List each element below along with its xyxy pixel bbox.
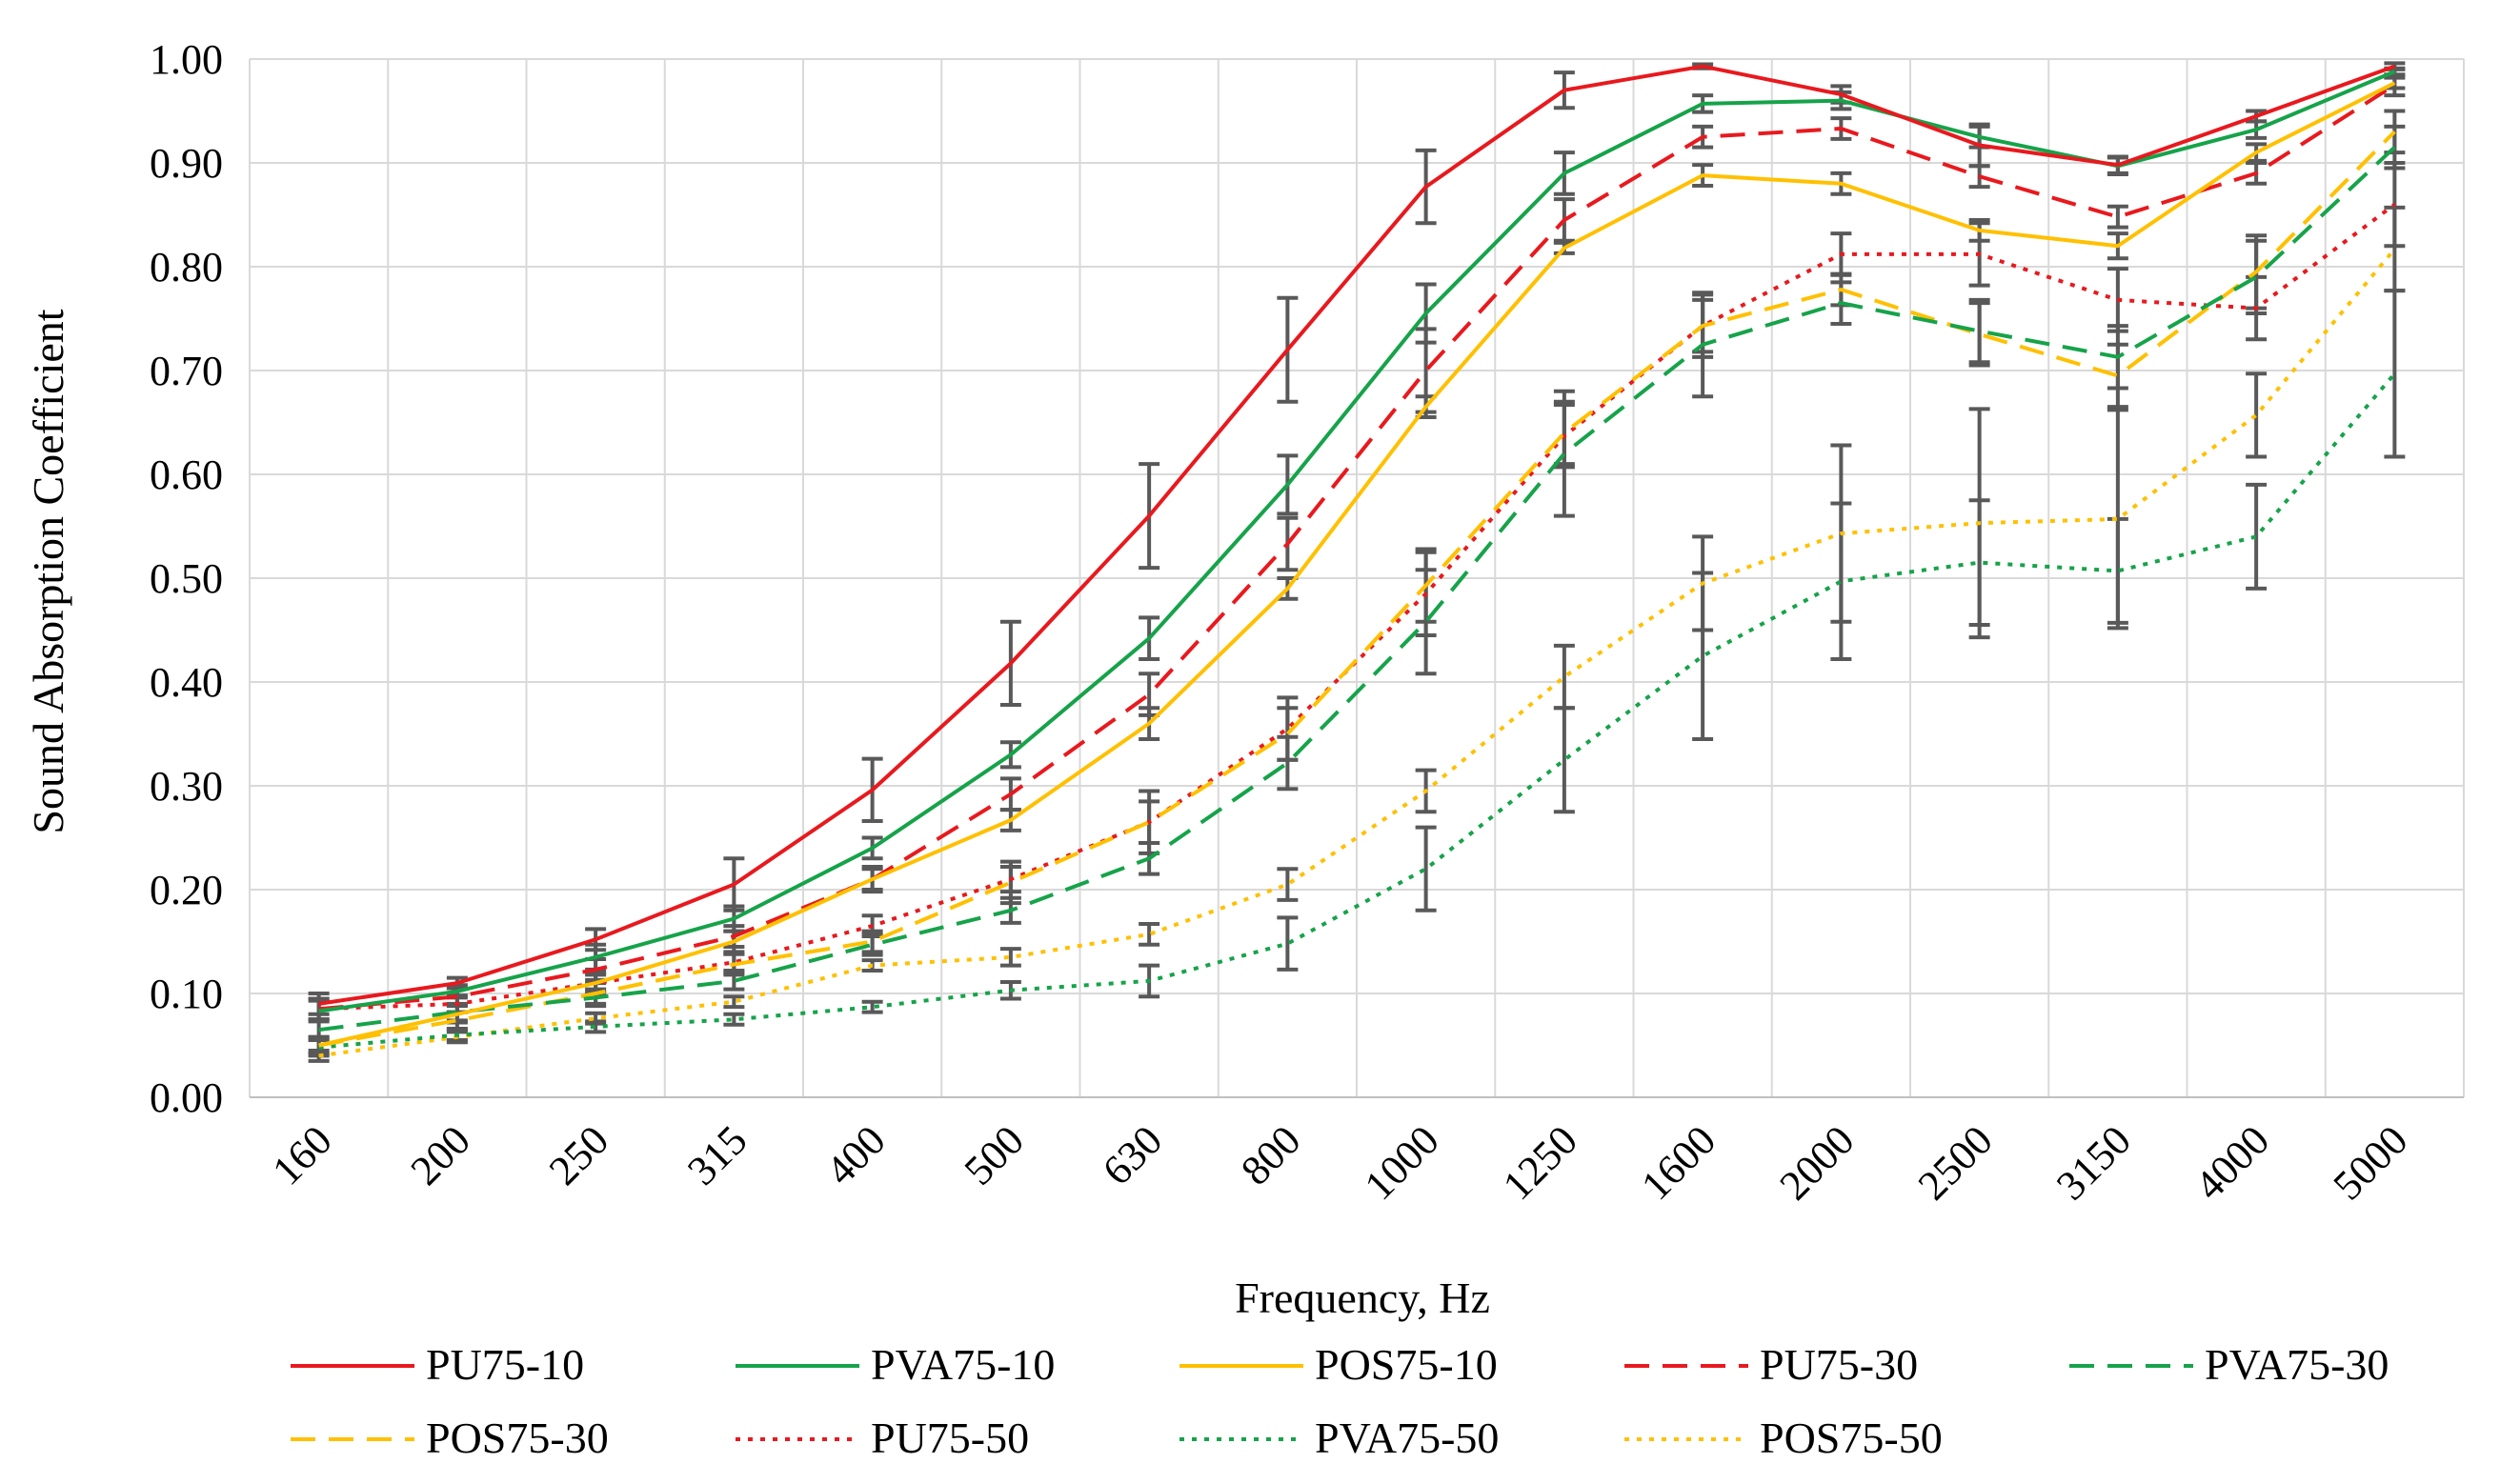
x-tick-label: 5000 bbox=[2325, 1116, 2417, 1209]
y-tick-label: 0.40 bbox=[150, 659, 223, 706]
y-tick-label: 0.50 bbox=[150, 555, 223, 602]
gridlines bbox=[249, 58, 2465, 1098]
x-tick-label: 315 bbox=[678, 1116, 756, 1193]
series-lines: POS75-50PVA75-50PU75-50POS75-30PVA75-30P… bbox=[318, 64, 2396, 1058]
legend-label: POS75-50 bbox=[1760, 1414, 1943, 1462]
series-line-pu75-50: PU75-50 bbox=[318, 203, 2396, 1012]
series-line-pos75-30: POS75-30 bbox=[318, 130, 2396, 1048]
legend-label: PVA75-30 bbox=[2205, 1340, 2389, 1389]
x-tick-label: 160 bbox=[263, 1116, 340, 1193]
x-tick-label: 1600 bbox=[1632, 1116, 1724, 1209]
y-tick-label: 0.20 bbox=[150, 867, 223, 913]
x-axis-label: Frequency, Hz bbox=[1235, 1273, 1490, 1322]
y-tick-label: 0.70 bbox=[150, 348, 223, 394]
y-tick-label: 0.90 bbox=[150, 140, 223, 187]
x-tick-label: 1000 bbox=[1356, 1116, 1448, 1209]
series-line-pos75-50: POS75-50 bbox=[318, 248, 2396, 1058]
series-line-pva75-50: PVA75-50 bbox=[318, 372, 2396, 1050]
legend-label: PU75-10 bbox=[426, 1340, 584, 1389]
y-tick-label: 1.00 bbox=[150, 36, 223, 83]
legend: PU75-10 PVA75-10 POS75-10 PU75-30 PVA75-30 PO… bbox=[291, 1340, 2389, 1462]
legend-label: PVA75-50 bbox=[1315, 1414, 1499, 1462]
y-tick-label: 0.60 bbox=[150, 451, 223, 498]
y-tick-label: 0.00 bbox=[150, 1074, 223, 1121]
y-tick-labels: 0.00 0.10 0.20 0.30 0.40 0.50 0.60 0.70 0.80 0.90… bbox=[150, 36, 223, 1121]
x-tick-label: 200 bbox=[402, 1116, 479, 1193]
x-tick-label: 3150 bbox=[2047, 1116, 2140, 1209]
legend-label: POS75-30 bbox=[426, 1414, 609, 1462]
legend-label: PVA75-10 bbox=[871, 1340, 1055, 1389]
y-axis-label: Sound Absorption Coefficient bbox=[24, 309, 72, 833]
legend-label: PU75-50 bbox=[871, 1414, 1029, 1462]
y-tick-label: 0.80 bbox=[150, 244, 223, 291]
x-tick-label: 630 bbox=[1094, 1116, 1171, 1193]
series-line-pu75-10: PU75-10 bbox=[318, 64, 2396, 1006]
x-tick-label: 1250 bbox=[1494, 1116, 1586, 1209]
legend-label: PU75-30 bbox=[1760, 1340, 1918, 1389]
x-tick-label: 2000 bbox=[1771, 1116, 1864, 1209]
x-tick-label: 500 bbox=[956, 1116, 1033, 1193]
series-line-pva75-10: PVA75-10 bbox=[318, 70, 2396, 1013]
x-tick-label: 4000 bbox=[2186, 1116, 2278, 1209]
series-line-pva75-30: PVA75-30 bbox=[318, 146, 2396, 1033]
y-tick-label: 0.10 bbox=[150, 971, 223, 1017]
x-tick-labels: 160 200 250 315 400 500 630 800 1000 1250 1600 2000… bbox=[263, 1116, 2416, 1209]
x-tick-label: 250 bbox=[540, 1116, 617, 1193]
legend-label: POS75-10 bbox=[1315, 1340, 1498, 1389]
x-tick-label: 2500 bbox=[1909, 1116, 2002, 1209]
series-line-pu75-30: PU75-30 bbox=[318, 83, 2396, 1012]
x-tick-label: 800 bbox=[1232, 1116, 1309, 1193]
x-tick-label: 400 bbox=[817, 1116, 894, 1193]
y-tick-label: 0.30 bbox=[150, 763, 223, 810]
series-line-pos75-10: POS75-10 bbox=[318, 81, 2396, 1048]
